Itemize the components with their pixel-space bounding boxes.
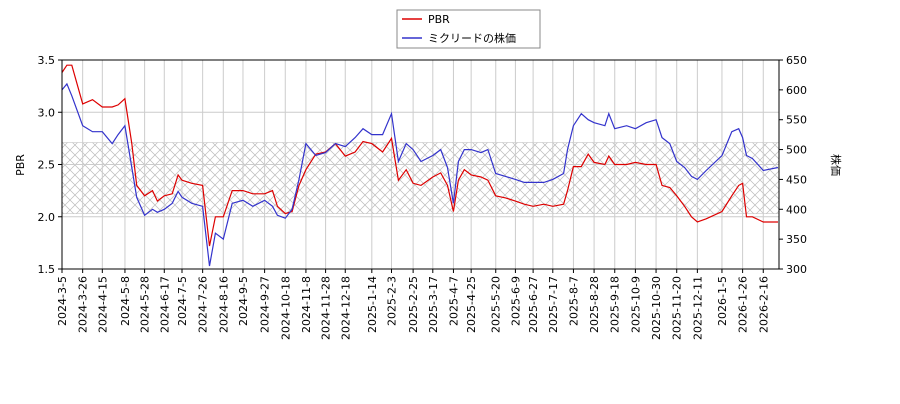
legend-label: PBR [428, 13, 450, 26]
x-tick-label: 2025-4-7 [447, 276, 460, 326]
x-tick-label: 2024-3-5 [56, 276, 69, 326]
series-line [61, 64, 778, 247]
x-tick-label: 2024-9-5 [237, 276, 250, 326]
series-line [61, 82, 779, 267]
y2-tick-label: 650 [786, 54, 807, 67]
x-tick-label: 2025-1-14 [366, 276, 379, 333]
shaded-range [61, 142, 780, 214]
x-tick-label: 2025-8-7 [567, 276, 580, 326]
x-tick-label: 2025-2-3 [385, 276, 398, 326]
x-tick-label: 2026-1-26 [737, 276, 750, 333]
x-tick-label: 2024-11-8 [300, 276, 313, 333]
y-tick-label: 2.0 [38, 211, 56, 224]
y2-tick-label: 550 [786, 114, 807, 127]
x-tick-label: 2026-1-5 [716, 276, 729, 326]
y-tick-label: 1.5 [38, 263, 56, 276]
legend [396, 9, 541, 49]
x-tick-label: 2025-10-9 [629, 276, 642, 333]
y2-tick-label: 450 [786, 173, 807, 186]
y2-tick-label: 400 [786, 203, 807, 216]
x-tick-label: 2025-11-20 [671, 276, 684, 340]
x-tick-label: 2024-6-17 [158, 276, 171, 333]
x-tick-label: 2024-4-15 [96, 276, 109, 333]
x-tick-label: 2025-6-27 [527, 276, 540, 333]
x-tick-label: 2025-12-11 [691, 276, 704, 340]
x-tick-label: 2025-10-30 [650, 276, 663, 340]
x-tick-label: 2025-7-17 [547, 276, 560, 333]
y-tick-label: 3.5 [38, 54, 56, 67]
y-tick-label: 3.0 [38, 106, 56, 119]
x-tick-label: 2024-11-28 [320, 276, 333, 340]
y2-tick-label: 600 [786, 84, 807, 97]
x-tick-label: 2024-5-8 [119, 276, 132, 326]
x-tick-label: 2025-8-28 [588, 276, 601, 333]
x-tick-label: 2025-4-25 [465, 276, 478, 333]
x-tick-label: 2025-6-9 [509, 276, 522, 326]
x-tick-label: 2024-7-5 [176, 276, 189, 326]
y2-axis-label: 株価 [829, 154, 843, 176]
y-axis-label: PBR [14, 154, 27, 176]
x-tick-label: 2025-2-25 [407, 276, 420, 333]
legend-label: ミクリードの株価 [428, 31, 516, 45]
y2-tick-label: 300 [786, 263, 807, 276]
x-tick-label: 2025-3-17 [427, 276, 440, 333]
x-tick-label: 2024-8-16 [217, 276, 230, 333]
y2-tick-label: 500 [786, 144, 807, 157]
x-tick-label: 2024-9-27 [259, 276, 272, 333]
y2-tick-label: 350 [786, 233, 807, 246]
x-tick-label: 2025-5-20 [490, 276, 503, 333]
y-tick-label: 2.5 [38, 159, 56, 172]
x-tick-label: 2024-10-18 [279, 276, 292, 340]
x-tick-label: 2024-3-26 [77, 276, 90, 333]
x-tick-label: 2026-2-16 [757, 276, 770, 333]
x-tick-label: 2025-9-18 [609, 276, 622, 333]
x-tick-label: 2024-5-28 [139, 276, 152, 333]
x-tick-label: 2024-12-18 [339, 276, 352, 340]
x-tick-label: 2024-7-26 [197, 276, 210, 333]
